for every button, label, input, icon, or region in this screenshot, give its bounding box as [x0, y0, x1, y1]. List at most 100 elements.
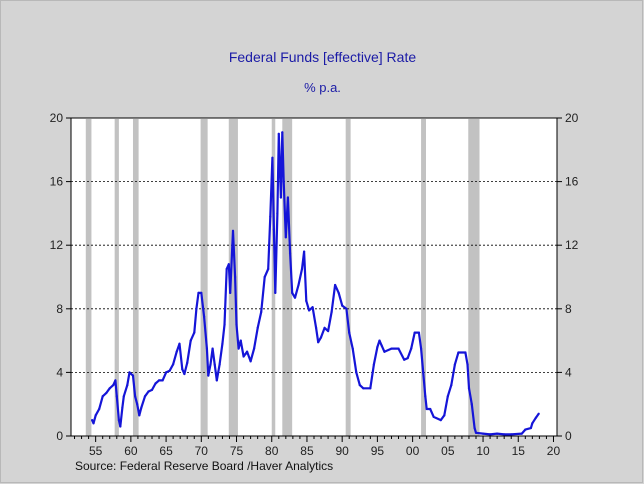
data-point: [300, 267, 304, 271]
recession-band: [468, 119, 480, 436]
data-point: [319, 336, 323, 339]
x-tick-label: 60: [124, 444, 138, 458]
data-point: [291, 291, 294, 294]
data-point: [205, 347, 209, 350]
data-point: [422, 371, 425, 374]
data-point: [470, 403, 473, 406]
data-point: [520, 432, 523, 435]
y-tick-label-right: 4: [565, 365, 572, 379]
data-point: [355, 371, 358, 374]
recession-band: [345, 119, 351, 436]
series-group: [91, 131, 540, 436]
data-point: [108, 387, 111, 390]
data-point: [249, 360, 252, 363]
data-point: [277, 132, 280, 135]
y-tick-label-left: 20: [50, 111, 64, 125]
x-tick-label: 00: [406, 444, 420, 458]
data-point: [211, 347, 214, 350]
data-point: [154, 382, 157, 385]
data-point: [351, 347, 354, 350]
data-point: [143, 395, 147, 398]
data-point: [380, 344, 383, 347]
data-point: [94, 414, 97, 417]
data-point: [239, 339, 242, 342]
x-tick-label: 55: [89, 444, 103, 458]
recession-band: [282, 119, 293, 436]
data-point: [175, 350, 178, 353]
data-point: [150, 388, 154, 391]
y-tick-label-right: 8: [565, 302, 572, 316]
data-point: [467, 387, 471, 390]
data-point: [131, 374, 135, 377]
data-point: [126, 384, 129, 387]
x-tick-label: 20: [547, 444, 561, 458]
y-tick-label-right: 0: [565, 429, 572, 443]
y-tick-label-right: 20: [565, 111, 579, 125]
data-point: [242, 355, 245, 358]
x-tick-label: 05: [441, 444, 455, 458]
recession-band: [114, 119, 119, 436]
data-point: [317, 341, 320, 344]
data-point: [288, 252, 292, 255]
recession-band: [132, 119, 139, 436]
y-tick-label-left: 12: [50, 238, 64, 252]
data-point: [417, 331, 421, 334]
data-point: [276, 212, 279, 215]
data-point: [122, 395, 125, 398]
data-point: [341, 304, 344, 307]
data-point: [225, 267, 228, 271]
data-point: [453, 363, 456, 366]
data-point: [92, 422, 95, 425]
data-point: [473, 426, 476, 430]
data-point: [271, 156, 274, 159]
data-point: [529, 426, 533, 430]
data-point: [307, 309, 311, 312]
data-point: [406, 356, 409, 360]
data-point: [464, 351, 467, 354]
recession-band: [228, 119, 238, 436]
data-point: [267, 267, 270, 271]
data-point: [274, 291, 277, 294]
data-point: [115, 395, 118, 398]
data-point: [112, 384, 115, 387]
data-point: [376, 345, 379, 349]
data-point: [237, 347, 240, 350]
data-point: [168, 369, 171, 372]
x-tick-label: 80: [265, 444, 279, 458]
data-point: [231, 229, 235, 232]
data-point: [218, 363, 221, 366]
x-axis: 55 60 65 70 75 80 85 90 95 00 05 10 15 20: [74, 436, 561, 458]
data-point: [293, 296, 297, 299]
data-point: [362, 387, 365, 390]
data-point: [390, 347, 393, 350]
recession-band: [271, 119, 276, 436]
recession-band: [200, 119, 208, 436]
data-point: [229, 291, 232, 294]
source-note: Source: Federal Reserve Board /Haver Ana…: [75, 459, 334, 473]
recession-band: [85, 119, 92, 436]
data-point: [181, 368, 184, 371]
x-tick-label: 75: [230, 444, 244, 458]
data-point: [269, 215, 272, 218]
data-point: [164, 371, 168, 374]
data-point: [256, 326, 259, 329]
data-point: [284, 236, 287, 239]
chart-title: Federal Funds [effective] Rate: [228, 49, 417, 65]
data-point: [200, 291, 203, 294]
data-point: [281, 131, 284, 134]
data-point: [272, 228, 275, 231]
data-point: [245, 350, 249, 353]
data-point: [330, 310, 333, 314]
data-point: [282, 180, 285, 183]
data-point: [337, 291, 340, 294]
data-point: [323, 326, 326, 329]
data-point: [369, 387, 372, 390]
data-point: [383, 350, 386, 353]
data-point: [197, 291, 200, 294]
data-point: [114, 379, 117, 382]
data-point: [446, 395, 449, 398]
data-point: [305, 299, 308, 302]
data-point: [91, 419, 94, 422]
data-point: [413, 331, 416, 334]
